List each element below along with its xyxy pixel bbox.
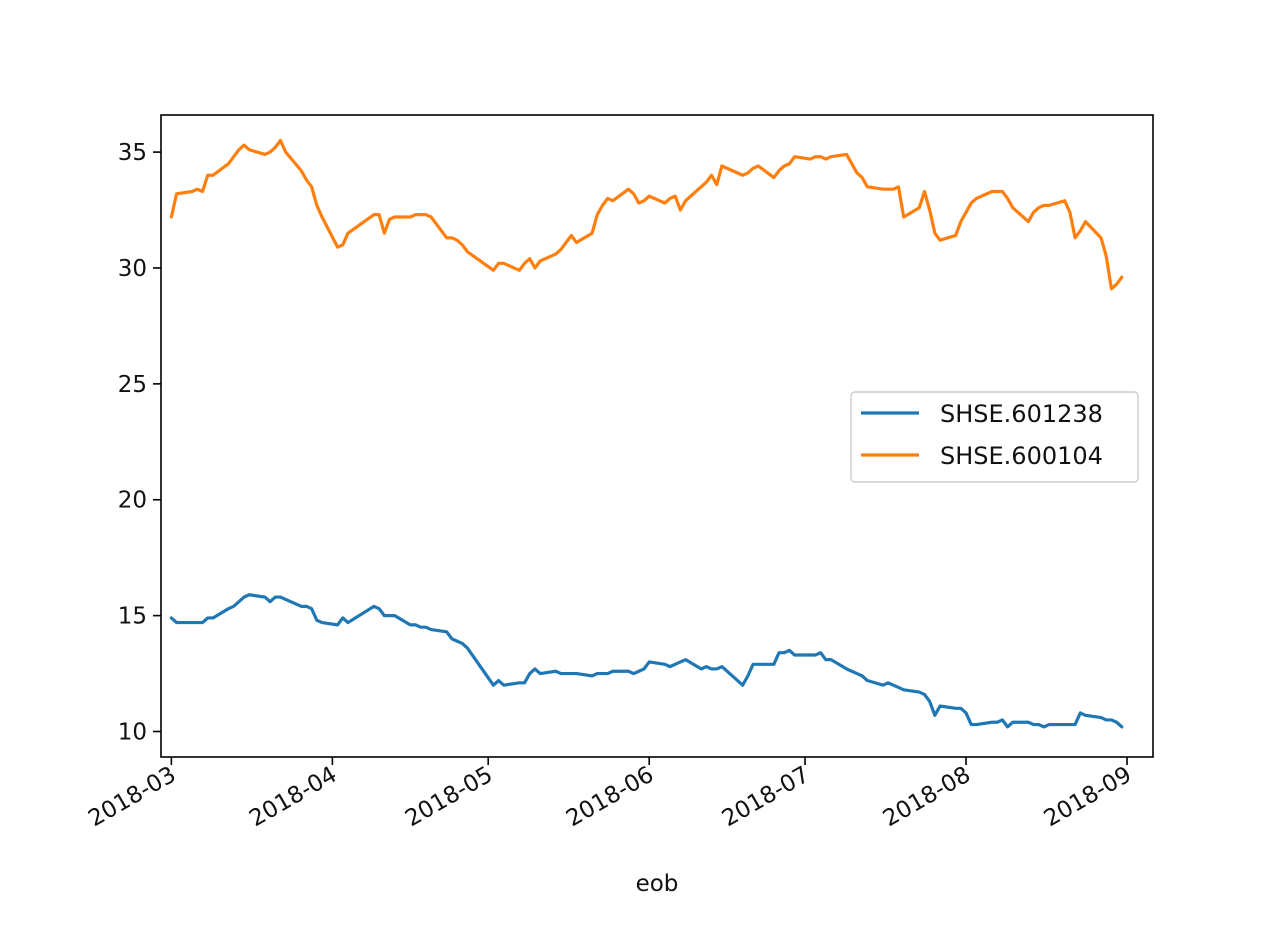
legend: SHSE.601238 SHSE.600104 [850,391,1139,483]
series-line-1 [169,593,1124,729]
y-tick-label: 30 [118,256,147,282]
legend-label: SHSE.601238 [940,400,1103,428]
x-tick-label: 2018-09 [1040,762,1136,833]
legend-label: SHSE.600104 [940,442,1103,470]
y-tick-label: 15 [118,604,147,630]
x-tick-label: 2018-04 [245,762,341,833]
legend-box [850,391,1139,483]
x-tick-label: 2018-08 [879,762,975,833]
x-axis: 2018-03 2018-04 2018-05 2018-06 2018-07 2018-… [84,757,1136,832]
x-tick-label: 2018-03 [84,762,180,833]
plot-frame [160,114,1154,758]
x-tick-label: 2018-07 [718,762,814,833]
x-axis-label: eob [636,871,679,897]
x-tick-label: 2018-06 [562,762,658,833]
series-lines [169,138,1124,729]
series-line-2 [169,138,1124,291]
y-tick-label: 20 [118,488,147,514]
y-tick-label: 10 [118,720,147,746]
y-tick-label: 25 [118,372,147,398]
y-axis: 10 15 20 25 30 35 [118,140,161,746]
y-tick-label: 35 [118,140,147,166]
x-tick-label: 2018-05 [401,762,497,833]
